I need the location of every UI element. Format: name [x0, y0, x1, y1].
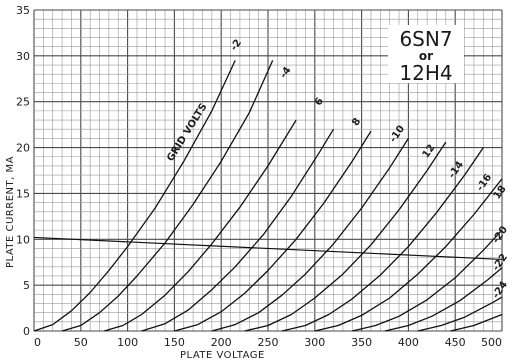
x-tick-label: 0	[34, 336, 41, 349]
y-tick-label: 15	[16, 187, 30, 200]
load-line-layer	[33, 236, 503, 261]
x-tick-label: 50	[74, 336, 88, 349]
curve-label: -2	[229, 38, 244, 53]
tube-title-line-1: 6SN7	[399, 27, 452, 51]
series--4-curve	[104, 119, 297, 332]
y-tick-label: 35	[16, 4, 30, 17]
series--18-curve	[352, 229, 503, 332]
x-tick-label: 400	[398, 336, 419, 349]
y-axis-ticks: 0 5 10 15 20 25 30 35	[16, 4, 30, 338]
series--24-curve	[450, 313, 503, 332]
x-tick-label: 200	[211, 336, 232, 349]
series--10-curve	[211, 138, 409, 332]
x-tick-label: 300	[304, 336, 325, 349]
y-tick-label: 20	[16, 142, 30, 155]
x-axis-label: PLATE VOLTAGE	[180, 350, 265, 361]
series--12-curve	[244, 141, 447, 332]
x-tick-label: 250	[258, 336, 279, 349]
x-tick-label: 350	[351, 336, 372, 349]
y-tick-label: 30	[16, 50, 30, 63]
y-tick-label: 0	[23, 325, 30, 338]
x-tick-label: 100	[117, 336, 138, 349]
y-tick-label: 10	[16, 233, 30, 246]
x-tick-label: 150	[164, 336, 185, 349]
y-tick-label: 25	[16, 96, 30, 109]
series--2-curve	[61, 60, 274, 332]
series--6-curve	[141, 128, 335, 332]
tube-title-line-3: 12H4	[399, 61, 452, 85]
y-axis-label: PLATE CURRENT, MA	[5, 156, 16, 268]
load-line	[33, 236, 503, 261]
x-axis-ticks: 0 50 100 150 200 250 300 350 400 450 500	[34, 336, 502, 349]
series-0-curve	[33, 60, 236, 332]
tube-label-box	[388, 25, 464, 83]
series--22-curve	[417, 296, 503, 332]
series--20-curve	[384, 267, 503, 332]
plate-curves	[33, 60, 503, 332]
y-tick-label: 5	[23, 279, 30, 292]
x-tick-label: 500	[481, 336, 502, 349]
series--14-curve	[281, 147, 484, 332]
x-tick-label: 450	[445, 336, 466, 349]
series--8-curve	[174, 130, 372, 332]
curve-label: -4	[278, 65, 293, 80]
tube-title-line-2: or	[419, 49, 433, 63]
series--16-curve	[314, 178, 503, 332]
chart-grid	[33, 9, 503, 332]
